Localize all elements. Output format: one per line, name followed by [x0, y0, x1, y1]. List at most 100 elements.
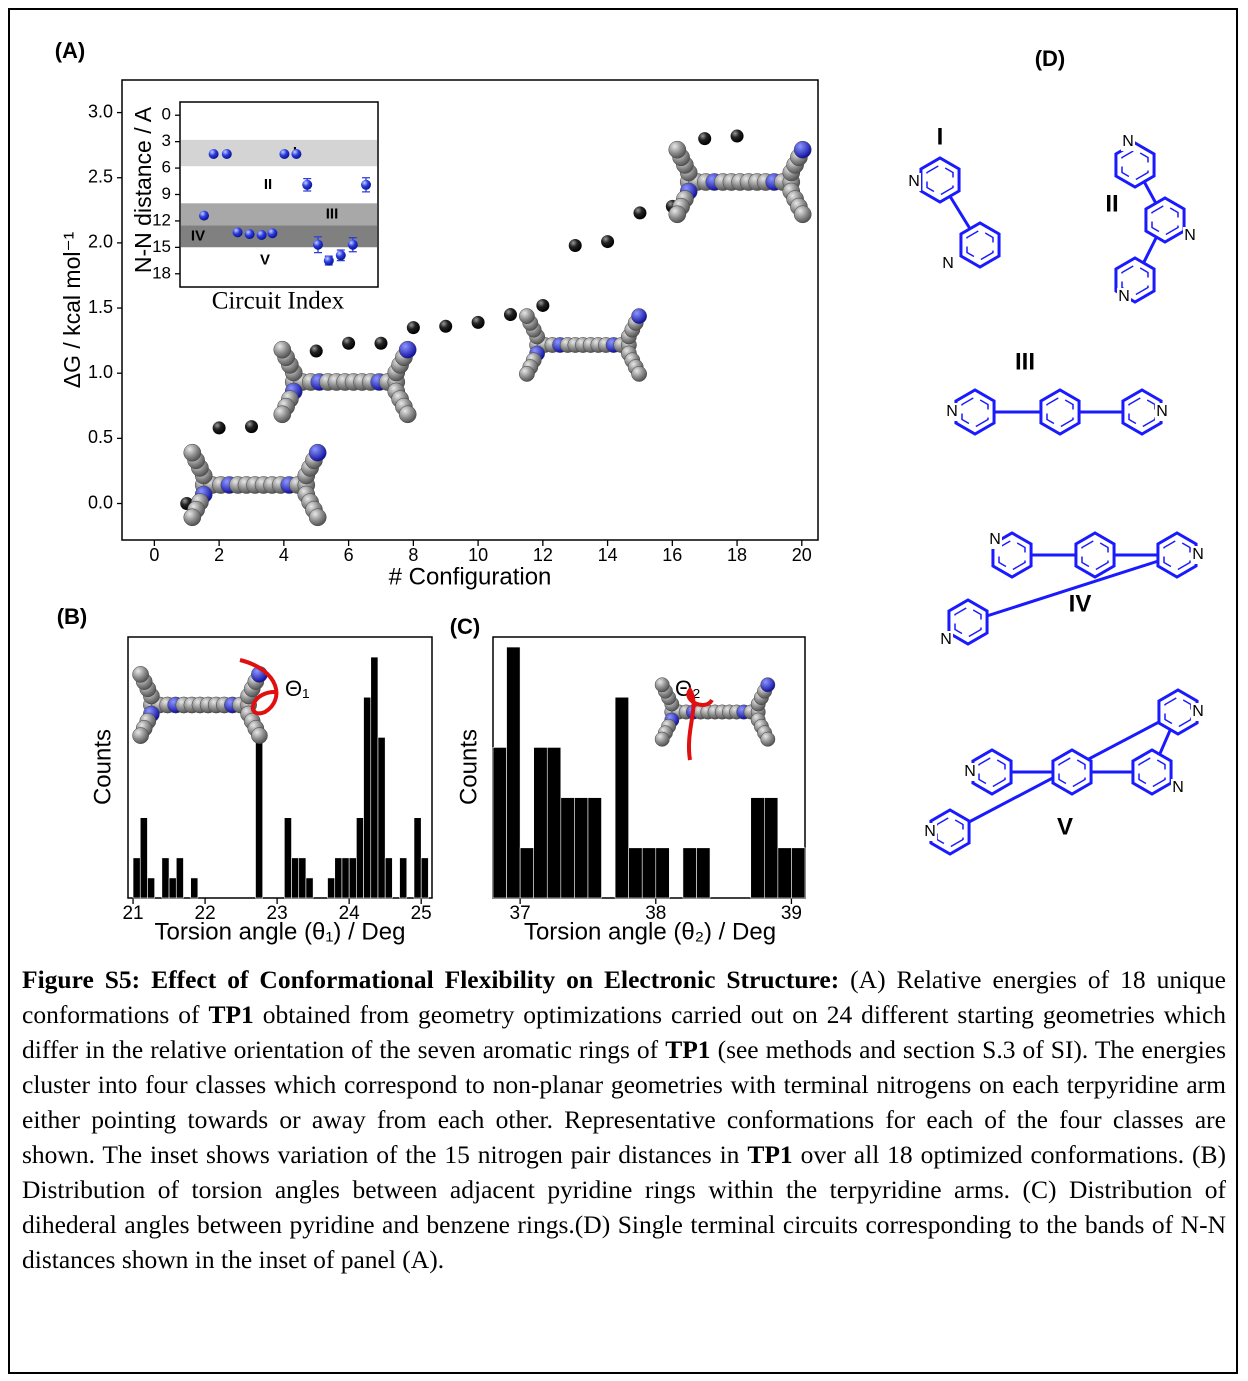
- data-point: [302, 180, 312, 190]
- data-point: [633, 206, 646, 219]
- histogram-bar: [284, 818, 291, 898]
- histogram-bar: [133, 858, 140, 898]
- x-axis-label: Torsion angle (θ₂) / Deg: [524, 918, 776, 945]
- histogram-bar: [696, 848, 710, 898]
- data-point: [291, 149, 301, 159]
- histogram-bar: [629, 848, 643, 898]
- y-tick-label: 0.5: [88, 427, 113, 447]
- data-point: [209, 149, 219, 159]
- data-point: [245, 229, 255, 239]
- atom-label: N: [989, 531, 1001, 548]
- histogram-bar: [371, 657, 378, 898]
- x-tick-label: 25: [411, 903, 432, 924]
- data-point: [536, 299, 549, 312]
- data-point: [222, 149, 232, 159]
- x-tick-label: 10: [468, 545, 488, 565]
- atom-label: N: [1184, 227, 1196, 244]
- atom-label: N: [946, 403, 958, 420]
- histogram-bar: [176, 858, 183, 898]
- x-tick-label: 8: [408, 545, 418, 565]
- atom: [761, 678, 775, 692]
- atom-label: N: [1192, 546, 1204, 563]
- atom: [251, 728, 267, 744]
- data-point: [336, 250, 346, 260]
- histogram-bar: [140, 818, 147, 898]
- aromatic-ring: [973, 750, 1011, 794]
- histogram-bar: [656, 848, 670, 898]
- y-tick-label: 1.0: [88, 362, 113, 382]
- x-tick-label: 12: [533, 545, 553, 565]
- angle-annotation: Θ₁: [285, 676, 310, 701]
- x-tick-label: 21: [122, 903, 143, 924]
- atom: [794, 141, 811, 158]
- structure-label: III: [1015, 348, 1035, 375]
- caption-title: Figure S5: Effect of Conformational Flex…: [22, 965, 839, 994]
- atom: [669, 206, 686, 223]
- data-point: [601, 235, 614, 248]
- histogram-bar: [414, 818, 421, 898]
- histogram-bar: [328, 878, 335, 898]
- histogram-bar: [169, 878, 176, 898]
- data-point: [267, 228, 277, 238]
- histogram-bar: [421, 858, 428, 898]
- y-tick-label: 6: [162, 158, 171, 177]
- atom: [669, 141, 686, 158]
- data-point: [213, 421, 226, 434]
- band-label: IV: [191, 227, 205, 244]
- panel-label: (A): [55, 38, 86, 63]
- histogram-bar: [292, 858, 299, 898]
- atom-label: N: [964, 763, 976, 780]
- data-point: [245, 420, 258, 433]
- figure-page: (A)(B)(C)(D)024681012141618200.00.51.01.…: [0, 0, 1248, 1381]
- atom: [274, 341, 291, 358]
- histogram-bar: [356, 818, 363, 898]
- histogram-bar: [256, 737, 263, 898]
- aromatic-ring: [1133, 750, 1171, 794]
- panel-label: (C): [450, 614, 481, 639]
- histogram-bar: [588, 798, 602, 898]
- histogram-bar: [683, 848, 697, 898]
- data-point: [310, 345, 323, 358]
- data-point: [342, 337, 355, 350]
- histogram-bar: [778, 848, 792, 898]
- atom: [519, 366, 534, 381]
- y-tick-label: 0: [162, 105, 171, 124]
- histogram-bar: [507, 647, 521, 898]
- data-point: [313, 240, 323, 250]
- histogram-bar: [364, 697, 371, 898]
- atom: [761, 732, 775, 746]
- data-point: [233, 227, 243, 237]
- atom: [133, 666, 149, 682]
- atom: [274, 406, 291, 423]
- atom: [794, 206, 811, 223]
- histogram-bar: [561, 798, 575, 898]
- y-tick-label: 1.5: [88, 297, 113, 317]
- x-tick-label: 4: [279, 545, 289, 565]
- panel-label: (D): [1035, 46, 1066, 71]
- atom: [519, 308, 534, 323]
- histogram-bar: [547, 747, 561, 898]
- histogram-bar: [642, 848, 656, 898]
- y-tick-label: 9: [162, 184, 171, 203]
- atom-label: N: [1118, 288, 1130, 305]
- structure-label: V: [1057, 813, 1073, 840]
- aromatic-ring: [1053, 750, 1091, 794]
- data-point: [731, 130, 744, 143]
- atom: [309, 509, 326, 526]
- y-tick-label: 2.0: [88, 232, 113, 252]
- x-tick-label: 0: [149, 545, 159, 565]
- distance-band: [181, 247, 377, 273]
- aromatic-ring: [956, 390, 994, 434]
- x-axis-label: Circuit Index: [212, 288, 345, 315]
- atom: [184, 509, 201, 526]
- histogram-bar: [191, 878, 198, 898]
- x-tick-label: 18: [727, 545, 747, 565]
- data-point: [569, 239, 582, 252]
- data-point: [374, 337, 387, 350]
- structure-label: I: [937, 123, 944, 150]
- aromatic-ring: [1041, 390, 1079, 434]
- histogram-bar: [520, 848, 534, 898]
- data-point: [407, 321, 420, 334]
- atom-label: N: [1172, 779, 1184, 796]
